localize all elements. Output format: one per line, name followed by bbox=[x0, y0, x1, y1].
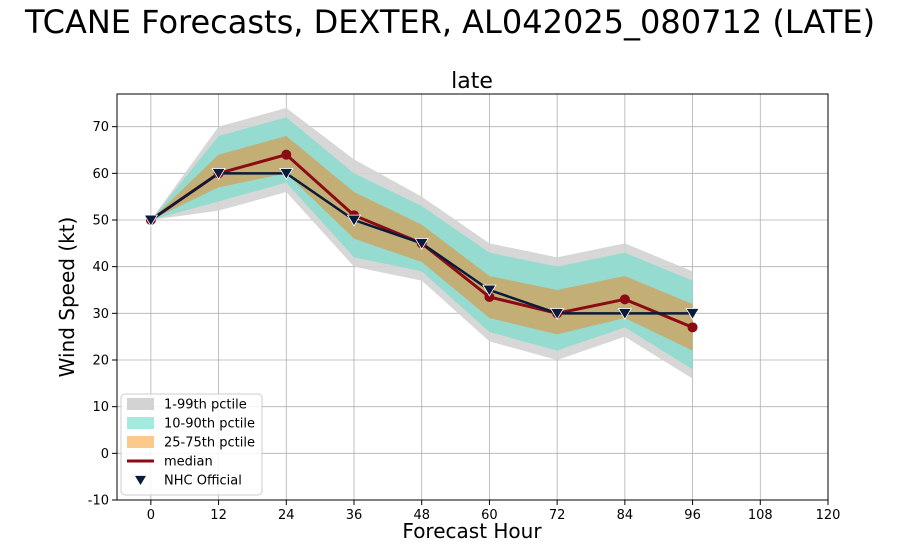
x-tick-label: 0 bbox=[147, 508, 155, 523]
legend-swatch-1-99th-pctile bbox=[127, 398, 154, 410]
figure-suptitle: TCANE Forecasts, DEXTER, AL042025_080712… bbox=[24, 3, 875, 41]
y-tick-label: 20 bbox=[92, 354, 109, 369]
y-tick-label: 50 bbox=[92, 214, 109, 229]
x-tick-label: 12 bbox=[210, 508, 227, 523]
nhc-official-point bbox=[414, 238, 429, 250]
x-tick-label: 108 bbox=[748, 508, 773, 523]
median-point bbox=[484, 292, 495, 302]
x-tick-label: 120 bbox=[816, 508, 841, 523]
legend: 1-99th pctile 10-90th pctile 25-75th pctil… bbox=[120, 393, 263, 496]
nhc-official-point bbox=[617, 308, 633, 320]
y-tick-label: 10 bbox=[92, 400, 109, 415]
nhc-official-point bbox=[346, 214, 362, 227]
nhc-official-point bbox=[685, 308, 700, 320]
x-tick-label: 72 bbox=[549, 508, 566, 523]
x-axis-label: Forecast Hour bbox=[402, 519, 542, 543]
median-point bbox=[281, 149, 292, 160]
x-tick-label: 36 bbox=[346, 508, 363, 523]
x-tick-label: 48 bbox=[413, 508, 430, 523]
legend-label-1-99th-pctile: 1-99th pctile bbox=[164, 398, 247, 413]
y-tick-label: 40 bbox=[92, 260, 109, 275]
x-tick-label: 84 bbox=[617, 508, 634, 523]
nhc-official-point bbox=[211, 168, 226, 180]
series-markers bbox=[143, 149, 700, 333]
nhc-official-point bbox=[549, 308, 565, 320]
legend-label-median: median bbox=[164, 455, 213, 470]
legend-swatch-25-75th-pctile bbox=[127, 436, 154, 448]
x-tick-label: 60 bbox=[481, 508, 498, 523]
median-point bbox=[687, 322, 698, 333]
nhc-official-point bbox=[143, 214, 159, 227]
y-tick-label: -10 bbox=[88, 494, 109, 509]
nhc-official-point bbox=[482, 284, 497, 297]
legend-label-nhc-official: NHC Official bbox=[164, 474, 242, 489]
legend-swatch-nhc-official bbox=[135, 475, 146, 485]
legend-label-25-75th-pctile: 25-75th pctile bbox=[164, 436, 255, 451]
median-point bbox=[619, 294, 630, 305]
axes-title: late bbox=[451, 69, 493, 94]
y-tick-label: 30 bbox=[92, 307, 109, 322]
nhc-official-point bbox=[279, 168, 294, 180]
y-tick-label: 60 bbox=[92, 167, 109, 182]
legend-label-10-90th-pctile: 10-90th pctile bbox=[164, 417, 255, 432]
y-tick-label: 70 bbox=[92, 120, 109, 135]
x-tick-label: 24 bbox=[278, 508, 295, 523]
x-tick-label: 96 bbox=[684, 508, 701, 523]
legend-swatch-10-90th-pctile bbox=[127, 417, 154, 429]
y-tick-label: 0 bbox=[101, 447, 109, 462]
legend-box bbox=[120, 393, 263, 496]
y-axis-label: Wind Speed (kt) bbox=[55, 217, 79, 378]
plot-frame bbox=[116, 93, 829, 501]
axis-ticks: 0 12 24 36 48 60 72 84 96 108 120 -10 0 10 20 30 40 50 60 7… bbox=[88, 120, 841, 523]
